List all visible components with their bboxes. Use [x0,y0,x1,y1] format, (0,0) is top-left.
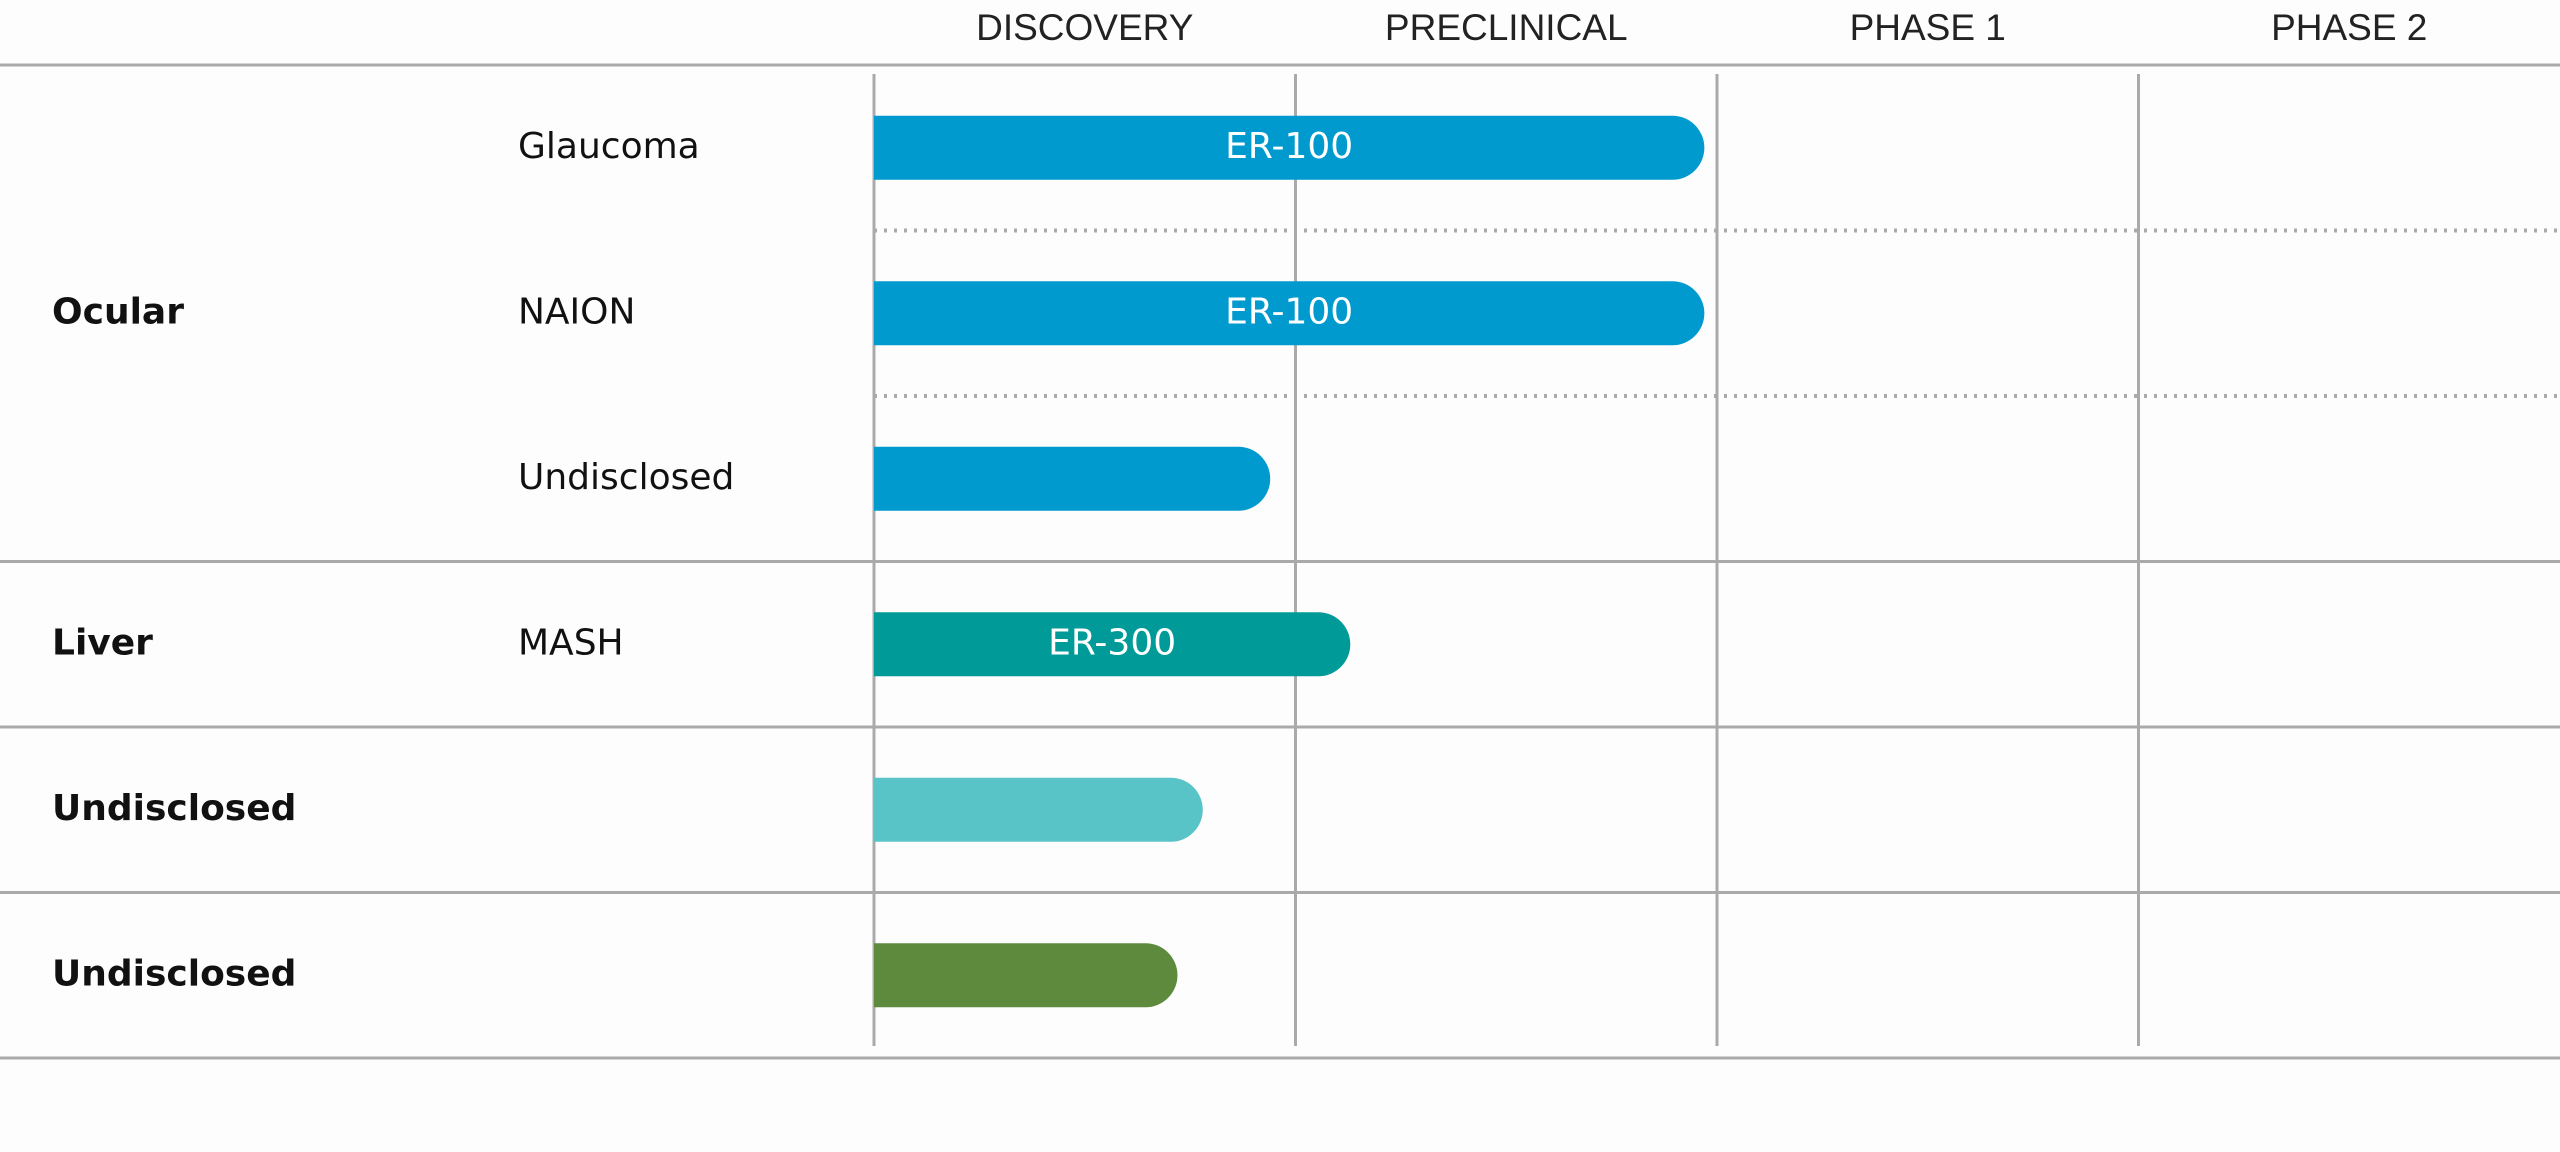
stage-label: DISCOVERY [976,7,1193,48]
progress-bar [874,446,1271,511]
indication-label: NAION [518,291,635,332]
stage-label: PHASE 2 [2271,7,2427,48]
program-label: ER-100 [1225,126,1353,167]
group-label: Undisclosed [52,953,296,994]
progress-bar [874,612,1351,677]
indication-label: MASH [518,622,624,663]
stage-label: PHASE 1 [1850,7,2006,48]
indication-label: Glaucoma [518,126,700,167]
program-label: ER-100 [1225,291,1353,332]
program-label: ER-300 [1048,622,1176,663]
group-label: Ocular [52,291,184,332]
indication-label: Undisclosed [518,457,734,498]
progress-bar [874,281,1705,346]
progress-bar [874,777,1203,842]
stage-label: PRECLINICAL [1385,7,1628,48]
progress-bar [874,115,1705,180]
progress-bar [874,943,1178,1008]
group-label: Liver [52,622,153,663]
group-label: Undisclosed [52,788,296,829]
